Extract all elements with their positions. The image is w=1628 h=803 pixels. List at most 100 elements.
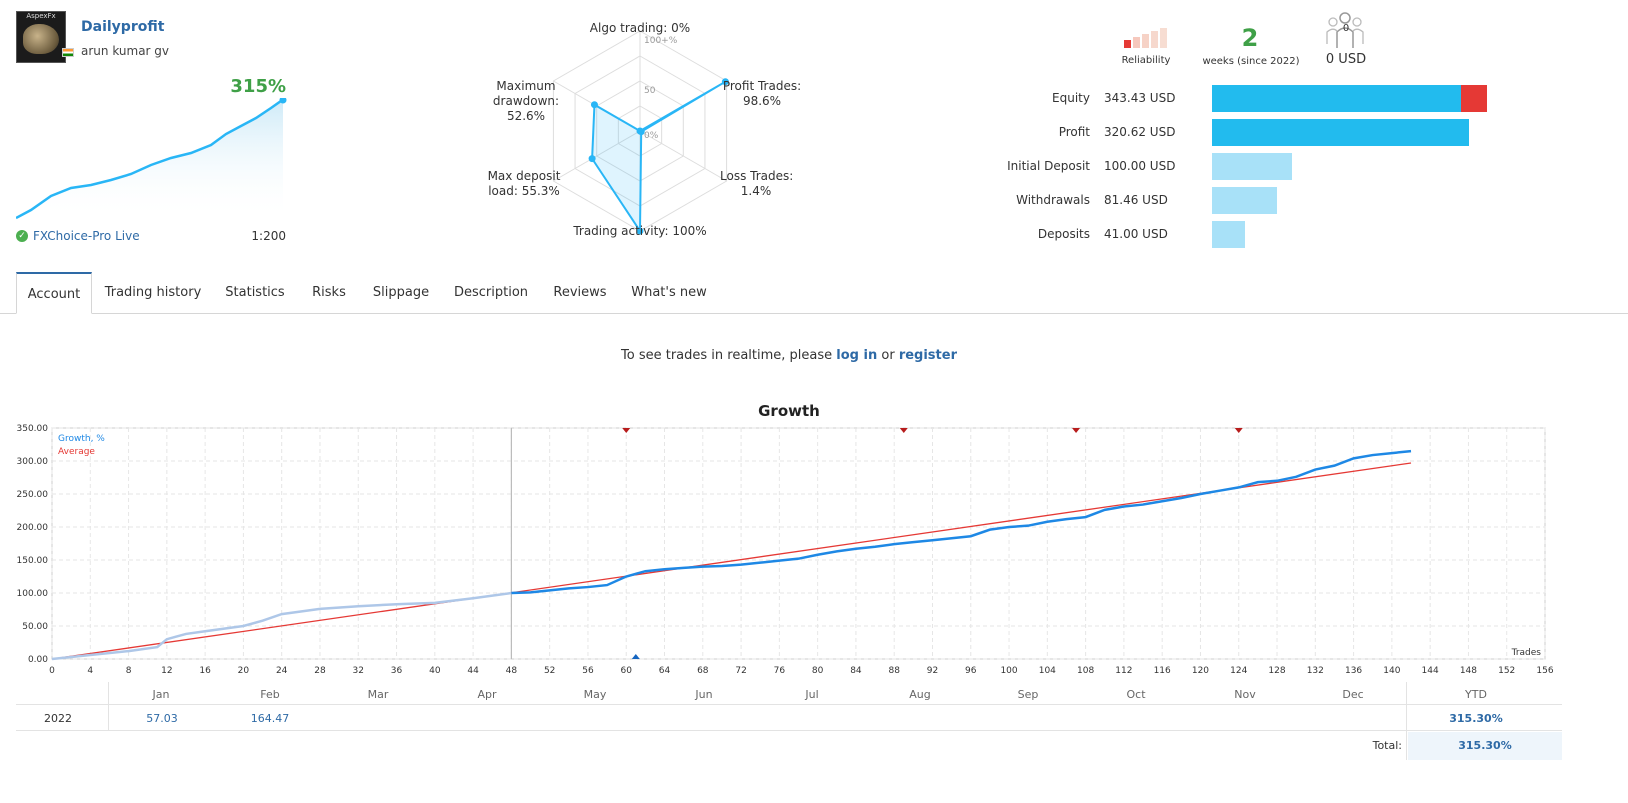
balance-label: Withdrawals	[1016, 193, 1090, 207]
x-tick-label: 148	[1460, 666, 1477, 676]
balance-row-withdrawals: Withdrawals 81.46 USD	[1000, 187, 1500, 215]
register-link[interactable]: register	[898, 348, 957, 363]
balance-bar	[1212, 85, 1461, 112]
equity-drawdown-bar	[1461, 85, 1487, 112]
withdrawal-marker	[622, 428, 631, 433]
balance-value: 100.00 USD	[1104, 159, 1176, 173]
radar-chart: 100+% 50 0% Algo trading: 0% Profit Trades…	[470, 14, 810, 246]
signal-author[interactable]: arun kumar gv	[81, 44, 170, 58]
signal-avatar[interactable]: AspexFx	[16, 11, 66, 63]
india-flag-icon	[62, 48, 74, 57]
x-tick-label: 4	[87, 666, 93, 676]
radar-label-max-drawdown-title: Maximum	[496, 79, 556, 93]
reliability-bar-5	[1160, 28, 1167, 48]
tab-statistics[interactable]: Statistics	[225, 285, 285, 300]
x-tick-label: 84	[850, 666, 862, 676]
tab-whats-new[interactable]: What's new	[631, 285, 707, 300]
x-tick-label: 120	[1192, 666, 1209, 676]
avatar-text: AspexFx	[26, 12, 56, 20]
x-tick-label: 28	[314, 666, 326, 676]
table-month-header: Nov	[1234, 688, 1256, 701]
y-tick-label: 100.00	[17, 589, 49, 599]
table-cell-feb[interactable]: 164.47	[250, 712, 290, 725]
table-cell-jan[interactable]: 57.03	[146, 712, 178, 725]
x-tick-label: 60	[621, 666, 633, 676]
radar-label-loss-trades-title: Loss Trades:	[720, 169, 794, 183]
broker-link[interactable]: ✓ FXChoice-Pro Live	[16, 229, 140, 243]
leverage: 1:200	[251, 229, 286, 243]
deposit-marker	[631, 654, 640, 659]
radar-grid-spoke	[639, 130, 727, 182]
balance-value: 343.43 USD	[1104, 91, 1176, 105]
x-tick-label: 156	[1536, 666, 1553, 676]
radar-label-max-deposit-value: load: 55.3%	[488, 184, 560, 198]
y-tick-label: 350.00	[17, 424, 49, 434]
table-year: 2022	[44, 712, 72, 725]
y-tick-label: 200.00	[17, 523, 49, 533]
balance-row-initial-deposit: Initial Deposit 100.00 USD	[1000, 153, 1500, 181]
radar-label-trading-activity: Trading activity: 100%	[573, 224, 707, 238]
subscribers-usd: 0 USD	[1325, 52, 1367, 67]
tab-slippage[interactable]: Slippage	[372, 285, 430, 300]
weeks-label: weeks (since 2022)	[1202, 56, 1300, 67]
table-month-header: Jun	[695, 688, 713, 701]
withdrawal-marker	[899, 428, 908, 433]
x-tick-label: 140	[1383, 666, 1400, 676]
x-tick-label: 112	[1115, 666, 1132, 676]
radar-label-max-drawdown: Maximum drawdown: 52.6%	[488, 79, 564, 124]
radar-label-loss-trades: Loss Trades: 1.4%	[720, 169, 794, 199]
y-tick-label: 0.00	[28, 655, 48, 665]
radar-value-point	[637, 128, 645, 136]
balance-bar	[1212, 221, 1245, 248]
table-divider	[1406, 682, 1407, 760]
x-tick-label: 136	[1345, 666, 1362, 676]
reliability-bar-4	[1151, 31, 1158, 48]
x-tick-label: 12	[161, 666, 172, 676]
balance-bar	[1212, 153, 1292, 180]
x-tick-label: 64	[659, 666, 671, 676]
radar-value-point	[636, 227, 644, 235]
x-tick-label: 52	[544, 666, 555, 676]
x-tick-label: 36	[391, 666, 403, 676]
weeks-count: 2	[1241, 24, 1259, 52]
x-tick-label: 72	[735, 666, 746, 676]
table-month-header: Oct	[1126, 688, 1146, 701]
withdrawal-marker	[1234, 428, 1243, 433]
login-link[interactable]: log in	[836, 348, 878, 363]
tab-risks[interactable]: Risks	[312, 285, 346, 300]
legend-growth: Growth, %	[58, 434, 105, 444]
x-tick-label: 128	[1268, 666, 1285, 676]
y-tick-label: 250.00	[17, 490, 49, 500]
avatar-image	[23, 24, 59, 54]
x-tick-label: 108	[1077, 666, 1094, 676]
x-tick-label: 48	[506, 666, 518, 676]
balance-label: Initial Deposit	[1007, 159, 1090, 173]
radar-value-point	[590, 101, 598, 109]
table-divider	[108, 682, 109, 730]
radar-grid-spoke	[553, 130, 641, 182]
x-tick-label: 88	[888, 666, 900, 676]
check-icon: ✓	[16, 230, 28, 242]
x-tick-label: 124	[1230, 666, 1247, 676]
balance-label: Deposits	[1037, 227, 1090, 241]
radar-svg: 100+% 50 0%	[552, 30, 729, 235]
tab-description[interactable]: Description	[453, 285, 529, 300]
growth-chart-title: Growth	[758, 402, 820, 420]
tab-reviews[interactable]: Reviews	[553, 285, 607, 300]
signal-name[interactable]: Dailyprofit	[81, 19, 165, 35]
x-tick-label: 44	[467, 666, 479, 676]
x-tick-label: 40	[429, 666, 441, 676]
balance-value: 41.00 USD	[1104, 227, 1168, 241]
mini-chart-area	[16, 100, 283, 220]
tab-account[interactable]: Account	[16, 272, 92, 314]
growth-line-history	[51, 591, 512, 661]
table-month-header: Dec	[1342, 688, 1364, 701]
table-month-header: Feb	[260, 688, 280, 701]
subscribers-icon	[1326, 12, 1364, 48]
x-tick-label: 20	[238, 666, 250, 676]
balance-value: 320.62 USD	[1104, 125, 1176, 139]
legend-average: Average	[58, 447, 95, 457]
tab-trading-history[interactable]: Trading history	[104, 285, 202, 300]
balance-row-equity: Equity 343.43 USD	[1000, 85, 1500, 113]
reliability-bars-icon	[1124, 28, 1167, 48]
